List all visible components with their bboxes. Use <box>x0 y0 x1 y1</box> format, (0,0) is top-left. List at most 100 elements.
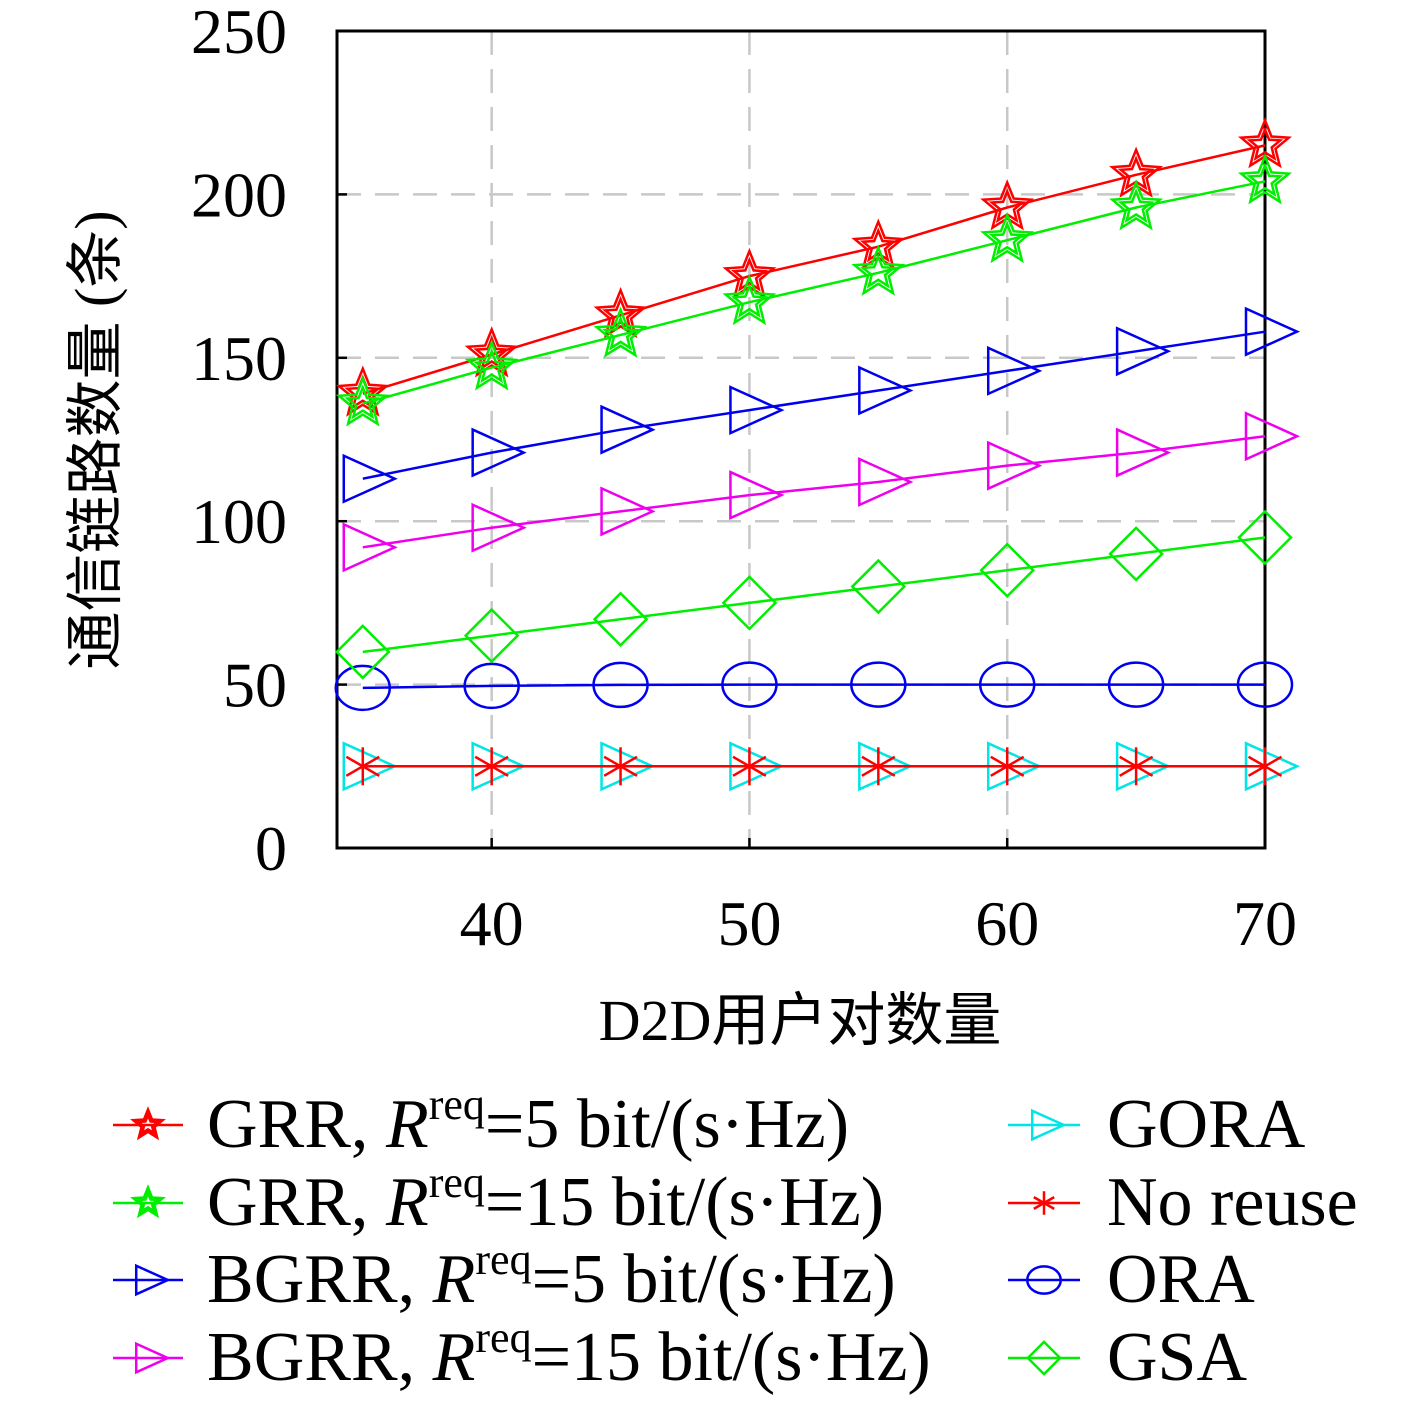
series-2-point-5 <box>986 345 1043 396</box>
series-6-point-3 <box>721 661 778 708</box>
series-3 <box>342 411 1301 573</box>
legend-label-var: R <box>385 1164 429 1241</box>
legend-label-0: GRR, Rreq=5 bit/(s·Hz) <box>207 1080 849 1163</box>
series-1-point-0 <box>335 375 390 427</box>
series-5-point-1 <box>474 747 509 786</box>
series-7-point-5 <box>979 542 1035 598</box>
series-5-point-6 <box>1119 747 1154 786</box>
legend-label-prefix: GRR, <box>207 1164 386 1241</box>
x-tick-label: 70 <box>1233 888 1297 959</box>
legend-marker-2 <box>134 1263 171 1297</box>
series-7-point-1 <box>463 607 520 664</box>
series-2-point-2 <box>600 404 656 455</box>
y-tick-label: 250 <box>191 0 287 67</box>
series-2-point-7 <box>1244 306 1301 357</box>
series-7-point-7 <box>1237 509 1293 566</box>
legend-label-2: BGRR, Rreq=5 bit/(s·Hz) <box>207 1235 896 1318</box>
legend-label-prefix: GSA <box>1107 1319 1247 1396</box>
series-5-point-2 <box>603 747 638 786</box>
series-1 <box>335 152 1292 427</box>
series-1-point-4 <box>851 244 906 296</box>
series-6-point-0 <box>334 664 392 712</box>
legend-label-suffix: =15 bit/(s·Hz) <box>532 1319 931 1396</box>
legend-entry-5: No reuse <box>1008 1164 1358 1241</box>
series-7-point-4 <box>850 558 907 615</box>
legend-marker-5 <box>1033 1191 1055 1215</box>
series-6-point-4 <box>850 661 907 708</box>
legend-label-var: R <box>385 1086 429 1163</box>
legend-label-suffix: =5 bit/(s·Hz) <box>532 1241 896 1318</box>
legend: GRR, Rreq=5 bit/(s·Hz)GRR, Rreq=15 bit/(… <box>113 1080 1358 1396</box>
x-axis-label: D2D用户对数量 <box>599 988 1002 1053</box>
series-1-point-2 <box>593 306 648 358</box>
series-5 <box>345 747 1283 786</box>
legend-label-var: R <box>432 1241 476 1318</box>
series-5-point-5 <box>990 747 1025 786</box>
legend-label-sup: req <box>475 1235 531 1284</box>
legend-marker-1 <box>130 1184 166 1219</box>
series-3-line <box>362 434 1266 549</box>
legend-label-4: GORA <box>1107 1086 1306 1163</box>
grid-lines <box>337 31 1265 848</box>
series-3-point-3 <box>729 470 785 520</box>
series-1-point-3 <box>722 273 777 326</box>
series-6-point-2 <box>592 661 649 709</box>
series-6-line <box>362 683 1265 690</box>
legend-label-1: GRR, Rreq=15 bit/(s·Hz) <box>207 1158 884 1241</box>
legend-label-sup: req <box>475 1313 531 1362</box>
series-7-line <box>362 536 1266 654</box>
series-2-point-1 <box>471 427 527 478</box>
series-6 <box>334 661 1294 712</box>
y-tick-label: 50 <box>223 650 287 721</box>
legend-label-sup: req <box>429 1080 485 1129</box>
legend-label-prefix: GORA <box>1107 1086 1306 1163</box>
series-5-point-7 <box>1247 747 1283 786</box>
series-5-point-4 <box>861 747 896 786</box>
x-tick-label: 40 <box>460 888 524 959</box>
series-3-point-4 <box>858 457 914 507</box>
legend-label-sup: req <box>429 1158 485 1207</box>
legend-entry-6: ORA <box>1008 1241 1255 1318</box>
series-2-point-3 <box>729 385 785 436</box>
legend-label-6: ORA <box>1107 1241 1255 1318</box>
axis-ticks: 40 50 60 70 0 50 100 150 200 250 <box>191 0 1297 959</box>
legend-entry-3: BGRR, Rreq=15 bit/(s·Hz) <box>113 1313 931 1396</box>
series-5-point-0 <box>345 747 380 786</box>
y-tick-label: 200 <box>191 159 287 230</box>
y-tick-label: 150 <box>191 323 287 394</box>
legend-entry-0: GRR, Rreq=5 bit/(s·Hz) <box>113 1080 849 1163</box>
series-3-point-0 <box>342 522 398 573</box>
series-3-point-7 <box>1244 411 1301 462</box>
legend-marker-7 <box>1026 1340 1062 1376</box>
legend-label-var: R <box>432 1319 476 1396</box>
series-1-point-7 <box>1238 152 1292 205</box>
legend-label-7: GSA <box>1107 1319 1247 1396</box>
legend-label-suffix: =5 bit/(s·Hz) <box>485 1086 849 1163</box>
series-2-point-0 <box>342 453 398 504</box>
legend-label-prefix: BGRR, <box>207 1241 433 1318</box>
series-2 <box>342 306 1301 504</box>
series-2-point-4 <box>858 365 914 416</box>
legend-label-suffix: =15 bit/(s·Hz) <box>485 1164 884 1241</box>
series-3-point-2 <box>600 486 656 537</box>
series-7-point-6 <box>1108 526 1164 582</box>
series-3-point-5 <box>986 440 1043 491</box>
series-7 <box>335 509 1293 680</box>
series-6-point-7 <box>1236 661 1294 708</box>
legend-marker-4 <box>1030 1108 1067 1142</box>
series-6-point-5 <box>978 661 1036 708</box>
series-7-point-0 <box>335 624 391 680</box>
series-7-point-2 <box>592 591 649 648</box>
legend-label-prefix: ORA <box>1107 1241 1255 1318</box>
x-tick-label: 60 <box>975 888 1039 959</box>
legend-label-prefix: No reuse <box>1107 1164 1358 1241</box>
series-5-point-3 <box>732 747 767 786</box>
series-7-point-3 <box>721 575 778 631</box>
legend-entry-4: GORA <box>1008 1086 1306 1163</box>
series-1-point-6 <box>1109 179 1164 231</box>
series-2-point-6 <box>1115 326 1172 377</box>
series-6-point-6 <box>1107 661 1165 708</box>
x-tick-label: 50 <box>717 888 781 959</box>
legend-marker-3 <box>134 1341 171 1375</box>
